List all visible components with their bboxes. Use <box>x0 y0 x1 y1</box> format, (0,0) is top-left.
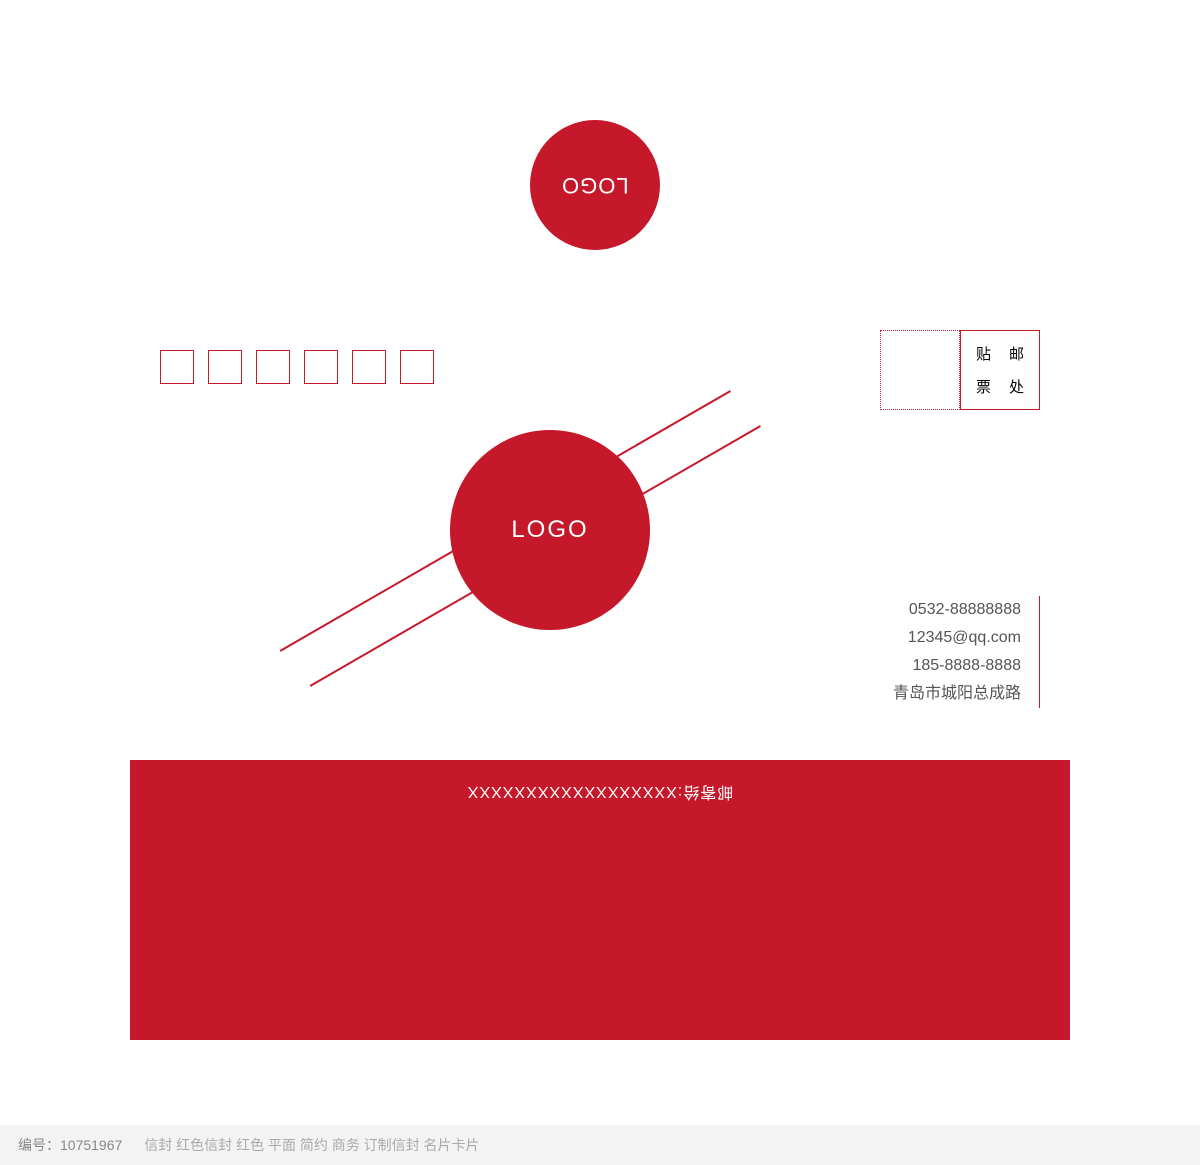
contact-address: 青岛市城阳总成路 <box>893 680 1021 708</box>
contact-phone: 0532-88888888 <box>893 596 1021 624</box>
top-logo-text: LOGO <box>561 172 629 198</box>
contact-email: 12345@qq.com <box>893 624 1021 652</box>
center-logo-circle: LOGO <box>450 430 650 630</box>
bottom-panel-text: 邮寄给:XXXXXXXXXXXXXXXXXX <box>130 782 1070 806</box>
stamp-char: 邮 <box>1009 343 1024 364</box>
postal-box <box>400 350 434 384</box>
footer-id-label: 编号： <box>18 1135 60 1155</box>
bottom-panel: 邮寄给:XXXXXXXXXXXXXXXXXX <box>130 760 1070 1040</box>
top-logo-circle: LOGO <box>530 120 660 250</box>
stamp-char: 贴 <box>976 343 991 364</box>
center-logo-text: LOGO <box>511 516 588 544</box>
postal-box <box>208 350 242 384</box>
stamp-area: 贴 邮 票 处 <box>880 330 1040 410</box>
stamp-row-1: 贴 邮 <box>976 343 1024 364</box>
envelope-template: LOGO 贴 邮 票 处 LOGO 0532-88888888 12345@qq… <box>130 60 1070 1020</box>
contact-block: 0532-88888888 12345@qq.com 185-8888-8888… <box>893 596 1040 708</box>
stamp-row-2: 票 处 <box>976 376 1024 397</box>
postal-box <box>160 350 194 384</box>
asset-footer: 编号： 10751967 信封 红色信封 红色 平面 简约 商务 订制信封 名片… <box>0 1125 1200 1165</box>
postal-box <box>256 350 290 384</box>
postal-box <box>352 350 386 384</box>
footer-tags: 信封 红色信封 红色 平面 简约 商务 订制信封 名片卡片 <box>144 1135 479 1155</box>
stamp-char: 处 <box>1009 376 1024 397</box>
postal-box <box>304 350 338 384</box>
postal-code-boxes <box>160 350 434 384</box>
footer-id-value: 10751967 <box>60 1137 122 1153</box>
stamp-char: 票 <box>976 376 991 397</box>
contact-mobile: 185-8888-8888 <box>893 652 1021 680</box>
stamp-dotted-box <box>880 330 960 410</box>
stamp-solid-box: 贴 邮 票 处 <box>960 330 1040 410</box>
